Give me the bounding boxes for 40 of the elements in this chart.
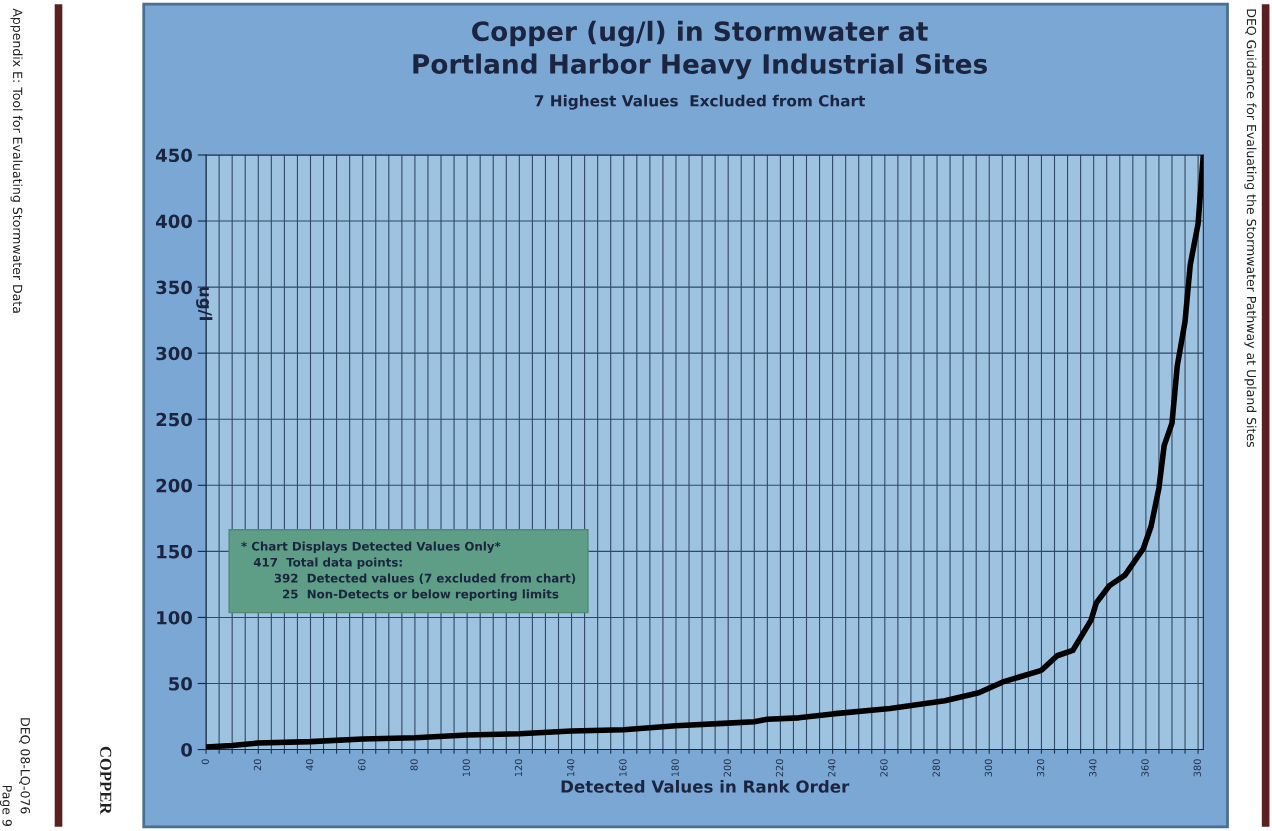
text: DEQ 08-LQ-076 <box>19 718 30 814</box>
y-tick-label: 250 <box>156 412 193 427</box>
x-tick-label: 260 <box>880 759 888 777</box>
x-tick-label: 80 <box>410 759 418 771</box>
x-tick-label: 100 <box>462 759 470 777</box>
x-tick-label: 180 <box>671 759 679 777</box>
text: COPPER <box>100 746 112 815</box>
chart-subtitle: 7 Highest Values Excluded from Chart <box>534 94 866 110</box>
y-tick-label: 50 <box>169 676 193 691</box>
x-tick-label: 200 <box>723 759 731 777</box>
x-tick-label: 0 <box>201 759 209 765</box>
chart-title: Copper (ug/l) in Stormwater at Portland Harbor Heavy Industrial Sites <box>413 20 987 80</box>
x-tick-label: 300 <box>984 759 993 777</box>
x-tick-label: 280 <box>932 759 940 777</box>
x-tick-label: 40 <box>305 759 314 771</box>
annotation: * Chart Displays Detected Values Only* 417 Total data points: 392 Detected values (7 excluded from chart) 25 Non-Detects or below reporting limits <box>241 541 576 601</box>
y-tick-label: 350 <box>156 280 193 295</box>
x-axis-title: Detected Values in Rank Order <box>561 779 850 793</box>
x-tick-label: 20 <box>253 759 262 771</box>
y-axis-title: ug/l <box>196 287 213 321</box>
y-tick-label: 0 <box>181 743 193 757</box>
y-tick-label: 100 <box>157 610 193 625</box>
x-tick-label: 220 <box>775 759 784 777</box>
y-tick-label: 200 <box>156 478 193 493</box>
x-tick-label: 380 <box>1193 759 1201 777</box>
y-tick-label: 450 <box>155 148 193 163</box>
x-tick-label: 360 <box>1141 759 1149 777</box>
x-tick-label: 340 <box>1089 759 1097 777</box>
y-tick-label: 400 <box>155 214 193 229</box>
y-tick-label: 300 <box>156 346 193 361</box>
x-tick-label: 240 <box>828 759 836 777</box>
y-tick-label: 150 <box>157 544 193 559</box>
text: Page 9 <box>0 785 12 826</box>
x-tick-label: 120 <box>514 759 523 777</box>
x-tick-label: 320 <box>1036 759 1045 777</box>
x-tick-label: 160 <box>619 759 627 777</box>
x-tick-label: 60 <box>358 759 366 771</box>
x-tick-label: 140 <box>567 759 575 777</box>
text: Appendix E: Tool for Evaluating Stormwater Data <box>10 8 23 313</box>
text: DEQ Guidance for Evaluating the Stormwater Pathway at Upland Sites <box>1244 9 1257 448</box>
